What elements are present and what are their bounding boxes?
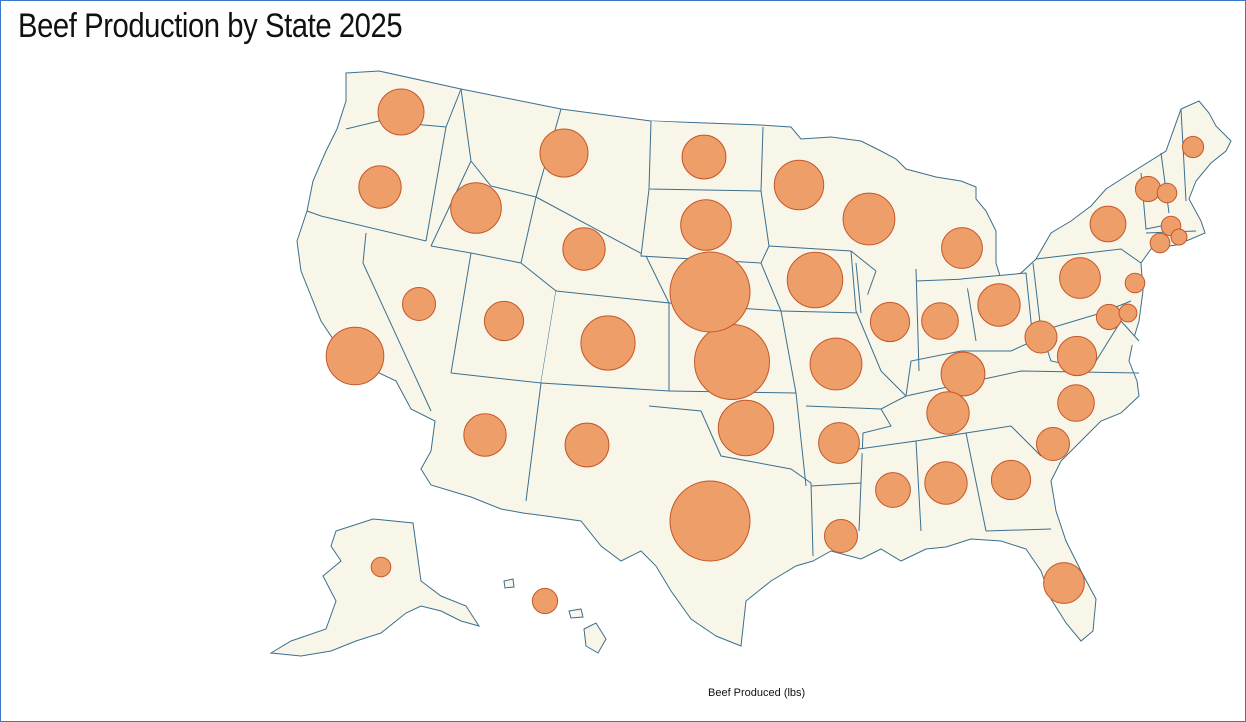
bubble-wv (1024, 320, 1058, 354)
bubble-ct (1149, 232, 1171, 254)
bubble-md (1095, 303, 1123, 331)
state-border-19 (648, 405, 814, 557)
bubble-in (921, 302, 959, 340)
bubble-sc (1036, 427, 1070, 461)
bubble-or (358, 165, 402, 209)
bubble-ny (1089, 205, 1127, 243)
state-border-7 (430, 245, 472, 374)
state-border-2 (306, 210, 427, 242)
bubble-wa (377, 88, 425, 136)
bubble-ar (818, 422, 860, 464)
hawaii-kauai (503, 578, 515, 589)
bubble-nh (1156, 182, 1178, 204)
bubble-ms (875, 472, 911, 508)
bubble-ok (717, 399, 775, 457)
bubble-nm (564, 422, 610, 468)
bubble-oh (977, 283, 1021, 327)
bubble-az (463, 413, 507, 457)
bubble-de (1118, 303, 1138, 323)
state-border-37 (1035, 248, 1142, 264)
state-border-31 (915, 268, 920, 372)
bubble-tx (669, 480, 751, 562)
bubble-ut (483, 300, 525, 342)
bubble-layer (325, 88, 1205, 615)
bubble-wy (562, 227, 606, 271)
state-border-22 (810, 482, 862, 487)
legend-title: Beef Produced (lbs) (708, 687, 806, 699)
state-border-26 (985, 528, 1052, 532)
bubble-al (924, 461, 968, 505)
bubble-nj (1124, 272, 1146, 294)
bubble-mi (941, 227, 983, 269)
state-border-3 (425, 126, 447, 242)
state-border-20 (795, 392, 807, 487)
bubble-ca (325, 326, 385, 386)
bubble-ne (669, 251, 751, 333)
bubble-vt (1134, 175, 1162, 203)
bubble-fl (1043, 562, 1085, 604)
state-border-15 (760, 190, 877, 272)
bubble-nc (1057, 384, 1095, 422)
state-border-40 (1180, 108, 1187, 202)
bubble-me (1181, 135, 1205, 159)
bubble-ks (694, 324, 770, 400)
hawaii-maui (568, 608, 584, 619)
bubble-nd (681, 134, 727, 180)
bubble-il (869, 301, 911, 343)
state-border-25 (965, 425, 1042, 457)
alaska-outline (269, 518, 481, 657)
bubble-nv (402, 287, 436, 321)
hawaii-big-island (583, 622, 607, 654)
bubble-co (580, 315, 636, 371)
bubble-pa (1059, 257, 1101, 299)
bubble-tn (926, 391, 970, 435)
bubble-hi (531, 587, 559, 615)
state-border-30 (855, 262, 862, 314)
bubble-ia (786, 251, 844, 309)
bubble-mo (809, 337, 863, 391)
bubble-sd (680, 199, 732, 251)
state-border-11 (525, 382, 542, 502)
bubble-mt (539, 128, 589, 178)
bubble-ky (940, 351, 986, 397)
bubble-ri (1170, 228, 1188, 246)
bubble-mn (773, 159, 825, 211)
bubble-va (1056, 335, 1098, 377)
bubble-ak (370, 556, 392, 578)
bubble-id (450, 182, 502, 234)
state-border-8 (362, 232, 432, 412)
bubble-wi (842, 192, 896, 246)
bubble-ga (990, 459, 1032, 501)
bubble-la (824, 519, 858, 553)
map-title: Beef Production by State 2025 (18, 7, 403, 45)
